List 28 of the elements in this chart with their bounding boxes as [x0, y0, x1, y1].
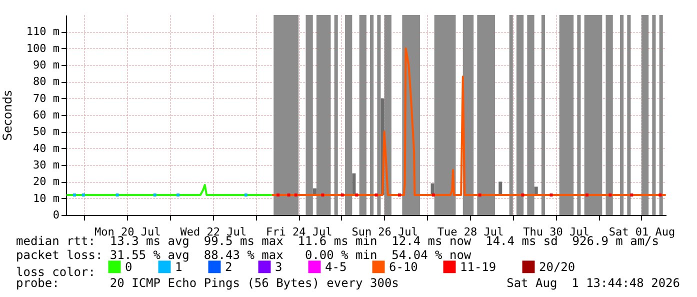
- bar: [352, 173, 356, 195]
- line-series: [270, 47, 666, 196]
- legend-label: 6-10: [389, 260, 418, 274]
- legend-label: 2: [225, 260, 232, 274]
- legend-title: loss color:: [16, 265, 96, 279]
- y-tick-label: 10 m: [33, 192, 60, 205]
- y-tick-label: 60 m: [33, 108, 60, 122]
- legend-label: 1: [175, 260, 182, 274]
- y-tick-label: 80 m: [33, 75, 60, 88]
- y-tick-label: 110 m: [26, 25, 60, 38]
- legend-label: 4-5: [325, 260, 347, 274]
- text: probe: 20 ICMP Echo Pings (56 Bytes) every 300s: [16, 276, 399, 290]
- y-tick-label: 100 m: [26, 42, 60, 55]
- y-tick-label: 20 m: [33, 175, 60, 188]
- legend-label: 20/20: [539, 260, 576, 274]
- y-axis-title: Seconds: [0, 90, 14, 141]
- y-tick-label: 90 m: [33, 58, 60, 72]
- legend-label: 0: [125, 260, 132, 274]
- y-tick-label: 30 m: [33, 158, 60, 172]
- text: packet loss: 31.55 % avg 88.43 % max 0.00 % min 54.04 % now: [16, 248, 472, 262]
- y-tick-label: 0: [52, 208, 60, 222]
- text: Sat Aug 1 13:44:48 2026: [506, 276, 680, 290]
- y-tick-label: 70 m: [33, 92, 60, 105]
- y-tick-label: 50 m: [33, 125, 60, 138]
- y-tick-label: 40 m: [33, 142, 60, 155]
- bar: [498, 182, 502, 195]
- legend-label: 11-19: [460, 260, 496, 274]
- legend-label: 3: [275, 260, 282, 274]
